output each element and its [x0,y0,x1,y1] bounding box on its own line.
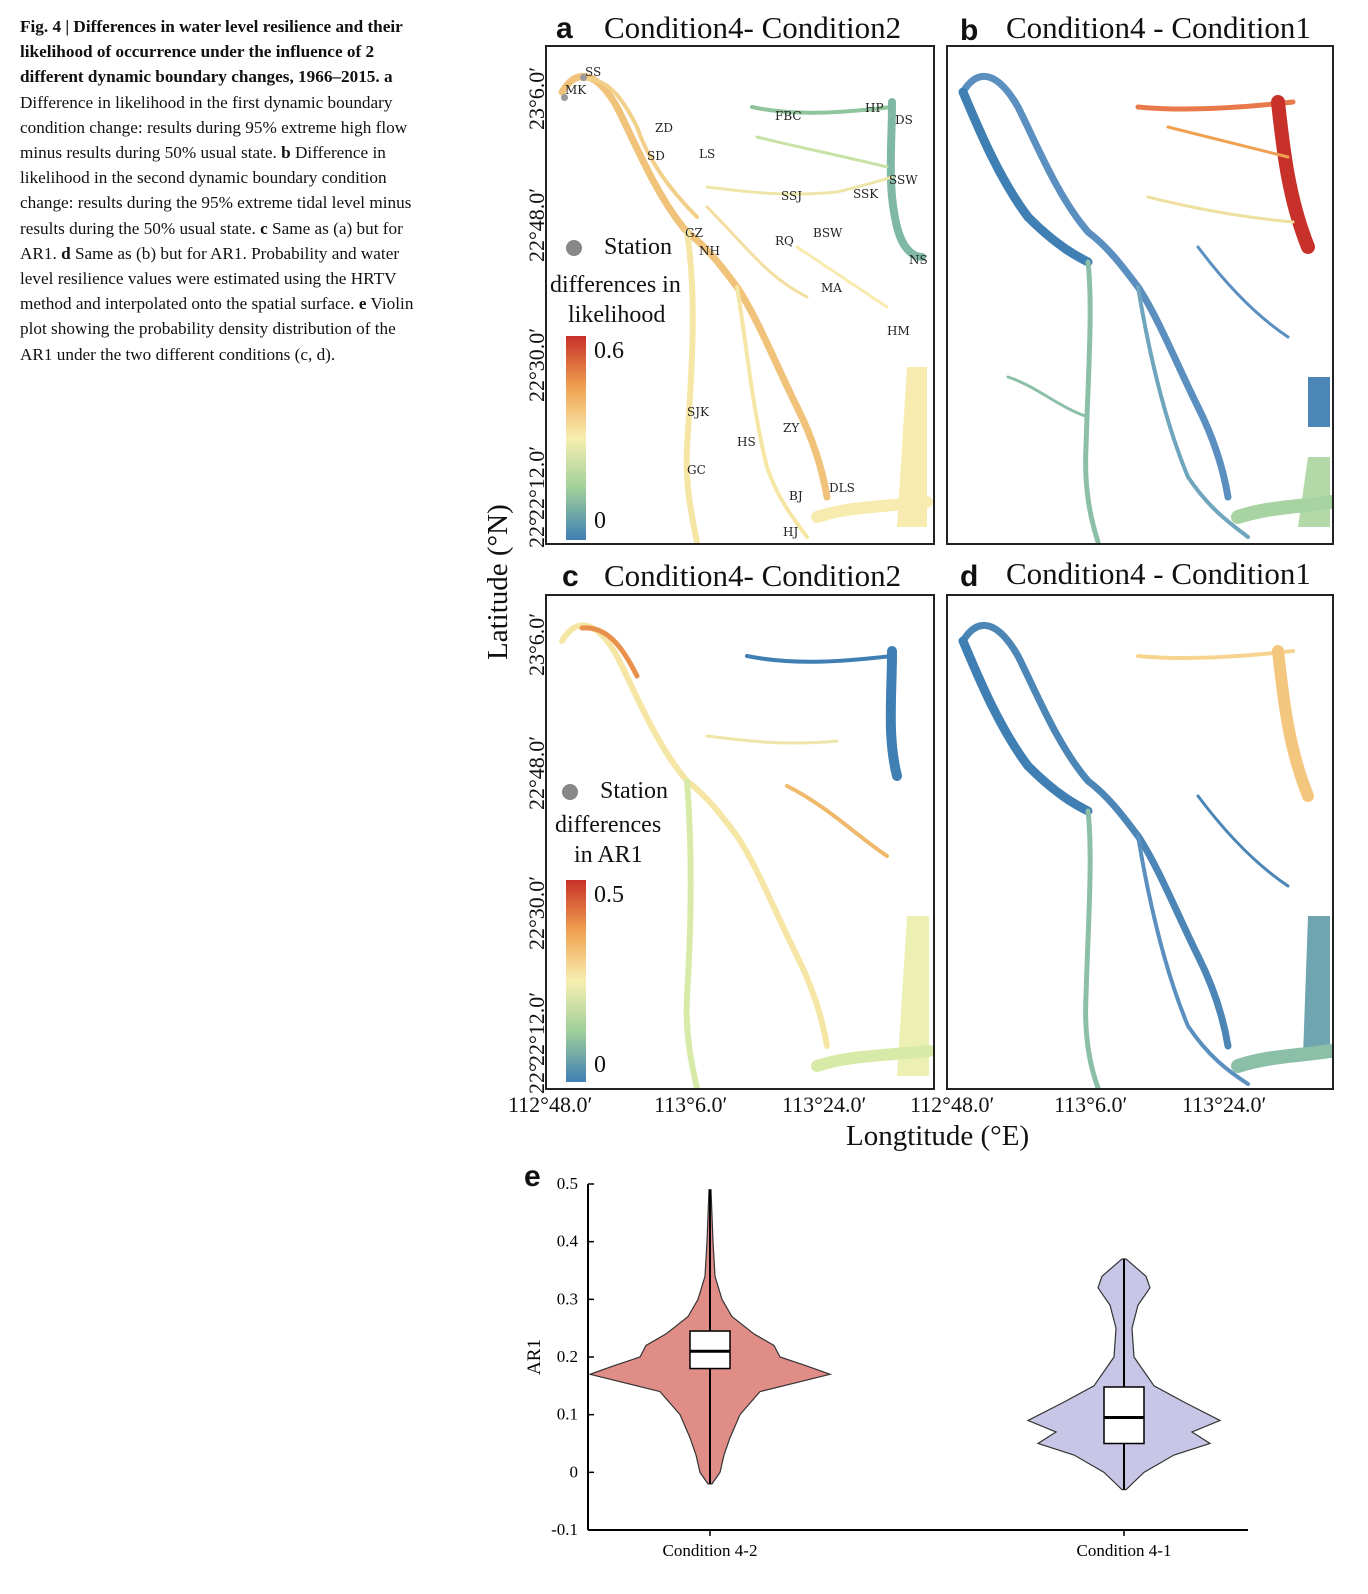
lon-tick: 112°48.0′ [508,1092,593,1117]
caption-d-label: d [61,243,71,263]
legend-station-marker [566,240,582,256]
x-tick-label: Condition 4-2 [663,1541,758,1560]
map-c-svg [559,622,933,1088]
station-label: MA [821,281,842,295]
map-panel-a: SS MK ZD SD LS FBC HP DS SSJ SSK SSW GZ … [545,45,935,545]
station-dot [561,94,568,101]
legend-a-min: 0 [594,508,606,534]
station-label: SD [647,149,665,163]
panel-c-label: c [562,560,579,593]
legend-a-title1: differences in [550,272,681,298]
y-tick-label: 0.5 [557,1174,578,1193]
station-label: FBC [775,109,802,123]
station-label: BSW [813,226,843,240]
caption-b-label: b [281,143,291,163]
panel-a-label: a [556,12,573,45]
station-label: MK [565,83,587,97]
caption-a-label: a [383,67,393,87]
caption-e-label: e [358,294,367,314]
lon-tick: 113°24.0′ [1182,1092,1267,1117]
legend-c-min: 0 [594,1052,606,1078]
lon-tick: 113°6.0′ [654,1092,728,1117]
caption-e-text: Violin plot showing the probability dens… [20,294,414,364]
panel-d-label: d [960,560,979,593]
map-a-svg [558,72,933,543]
colorbar-a [566,336,586,540]
station-label: HP [865,101,884,115]
station-label: ZD [655,121,673,135]
panel-a-title: Condition4- Condition2 [604,10,902,45]
caption-c-text: Same as (a) but for AR1. [20,218,403,263]
lon-tick: 112°48.0′ [910,1092,995,1117]
station-label: SSJ [781,189,803,203]
caption-a-text: Difference in likelihood in the first dy… [20,92,408,163]
legend-a-title2: likelihood [568,302,666,328]
panel-c-title: Condition4- Condition2 [604,558,902,593]
violin-plot: 0.5 0.4 0.3 0.2 0.1 0 -0.1 AR1 Condition 4-2 Cond… [524,1174,1248,1560]
station-label: SSW [889,173,918,187]
y-axis-label: AR1 [524,1339,545,1375]
station-label: HM [887,324,910,338]
station-label: DLS [829,481,855,495]
box-2 [1103,1386,1145,1445]
station-label: RQ [775,234,794,248]
legend-c-max: 0.5 [594,882,624,908]
colorbar-c [566,880,586,1082]
map-panel-c [545,594,935,1090]
panel-d-title: Condition4 - Condition1 [1006,556,1311,591]
station-label: NH [699,244,720,258]
station-label: GZ [685,226,703,240]
legend-c-title2: in AR1 [574,842,643,868]
caption-bold: Fig. 4 | Differences in water level resi… [20,17,403,87]
panel-b-title: Condition4 - Condition1 [1006,10,1311,45]
station-label: NS [909,253,928,267]
lon-tick: 113°24.0′ [782,1092,867,1117]
caption-c-label: c [260,218,268,238]
station-label: LS [699,147,716,161]
station-label: SJK [687,405,709,419]
station-label: ZY [783,421,800,435]
legend-a-max: 0.6 [594,338,624,364]
x-tick-label: Condition 4-1 [1077,1541,1172,1560]
legend-a-station: Station [604,234,673,260]
station-dot [580,74,587,81]
station-label: HJ [783,525,799,539]
map-d-svg [958,621,1332,1088]
y-tick-label: 0.2 [557,1347,578,1366]
longitude-axis-title: Longtitude (°E) [846,1120,1030,1152]
map-panel-d [946,594,1334,1090]
station-label: SSK [853,187,879,201]
caption-b-text: Difference in likelihood in the second d… [20,143,412,238]
station-label: DS [895,113,913,127]
lon-tick: 113°6.0′ [1054,1092,1128,1117]
figure-caption: Fig. 4 | Differences in water level resi… [20,14,425,367]
map-panel-b [946,45,1334,545]
y-tick-label: 0.3 [557,1289,578,1308]
legend-c-title1: differences [555,812,662,838]
y-tick-label: 0.1 [557,1405,578,1424]
legend-c-station: Station [600,778,669,804]
y-tick-label: 0 [570,1462,579,1481]
map-b-svg [958,72,1332,543]
y-tick-label: 0.4 [557,1232,579,1251]
latitude-axis-title: Latitude (°N) [482,504,514,660]
legend-station-marker [562,784,578,800]
station-label: GC [687,463,706,477]
panel-b-label: b [960,14,979,47]
caption-d-text: Same as (b) but for AR1. Probability and… [20,243,400,314]
station-label: SS [585,65,602,79]
y-tick-label: -0.1 [551,1520,578,1539]
station-label: HS [737,435,756,449]
station-label: BJ [789,489,803,503]
panel-e-label: e [524,1160,541,1193]
